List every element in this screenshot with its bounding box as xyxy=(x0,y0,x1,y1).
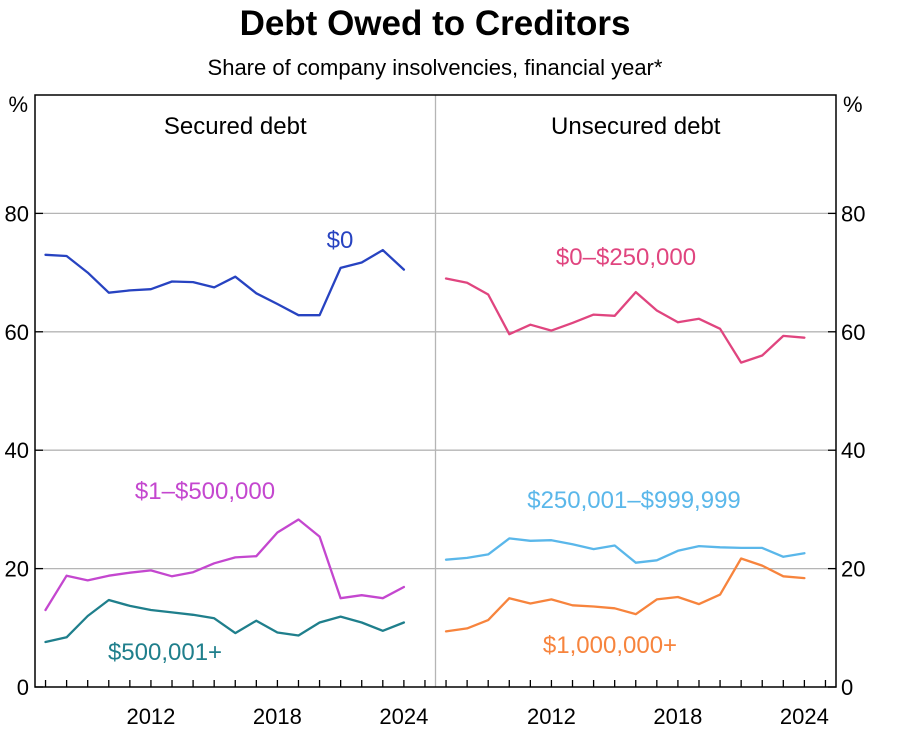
y-tick-label-left-4: 80 xyxy=(5,201,29,226)
series-label-0-1: $1–$500,000 xyxy=(135,478,275,505)
series-label-0-2: $500,001+ xyxy=(108,639,222,666)
plot-frame xyxy=(34,94,837,688)
series-line-1-2 xyxy=(444,557,806,633)
panel-title-0: Secured debt xyxy=(164,113,307,140)
y-unit-left: % xyxy=(8,92,28,117)
x-tick-label-0-1: 2018 xyxy=(253,704,302,729)
chart-title: Debt Owed to Creditors xyxy=(239,4,631,43)
series-label-1-1: $250,001–$999,999 xyxy=(527,487,741,514)
y-tick-label-left-3: 60 xyxy=(5,320,29,345)
series-label-0-0: $0 xyxy=(327,227,354,254)
series-label-1-2: $1,000,000+ xyxy=(543,632,677,659)
y-tick-label-right-3: 60 xyxy=(841,320,865,345)
chart-subtitle: Share of company insolvencies, financial… xyxy=(207,55,663,80)
y-tick-label-right-0: 0 xyxy=(841,675,853,700)
y-tick-label-right-4: 80 xyxy=(841,201,865,226)
y-tick-label-right-2: 40 xyxy=(841,438,865,463)
grid-layer xyxy=(35,95,836,687)
y-tick-label-right-1: 20 xyxy=(841,557,865,582)
x-tick-label-1-2: 2024 xyxy=(780,704,829,729)
y-tick-label-left-2: 40 xyxy=(5,438,29,463)
series-label-1-0: $0–$250,000 xyxy=(556,244,696,271)
frame-layer xyxy=(34,94,837,688)
text-layer: $0 $1–$500,000 $500,001+ Secured debt 2012 20… xyxy=(5,92,866,729)
series-line-0-0 xyxy=(44,248,406,317)
y-tick-label-left-1: 20 xyxy=(5,557,29,582)
x-tick-label-0-0: 2012 xyxy=(126,704,175,729)
x-tick-label-1-0: 2012 xyxy=(527,704,576,729)
y-tick-label-left-0: 0 xyxy=(17,675,29,700)
panel-title-1: Unsecured debt xyxy=(551,113,721,140)
x-tick-label-1-1: 2018 xyxy=(653,704,702,729)
series-layer xyxy=(44,248,806,644)
series-line-0-1 xyxy=(44,518,406,612)
x-tick-label-0-2: 2024 xyxy=(379,704,428,729)
series-line-1-0 xyxy=(444,277,806,364)
series-line-1-1 xyxy=(444,537,806,564)
y-unit-right: % xyxy=(843,92,863,117)
series-line-0-2 xyxy=(44,598,406,644)
